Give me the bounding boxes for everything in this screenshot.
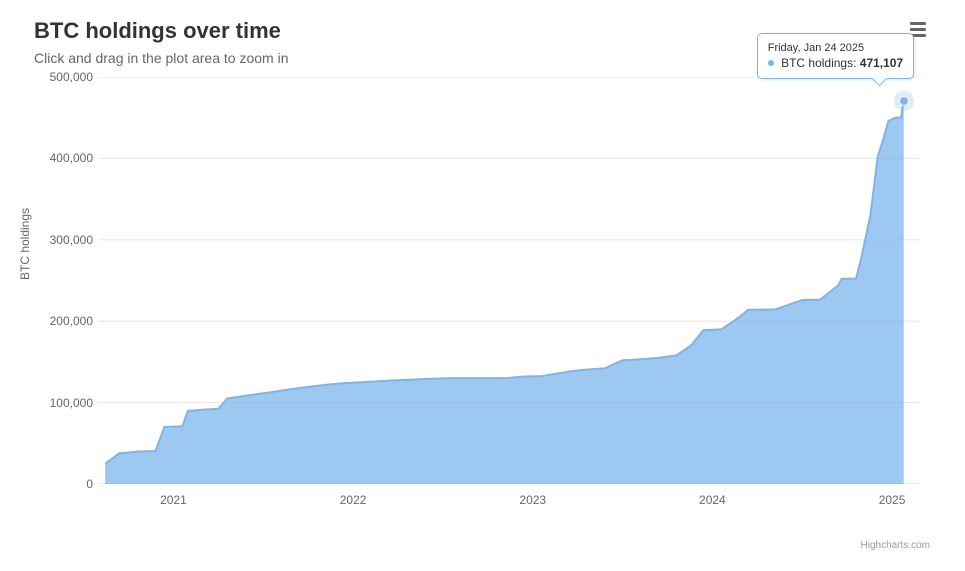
x-tick-label: 2021 (160, 493, 187, 507)
tooltip-series-dot (768, 60, 774, 66)
y-tick-label: 400,000 (33, 151, 93, 165)
tooltip-value: 471,107 (860, 56, 903, 70)
tooltip-series-label: BTC holdings: (781, 56, 856, 70)
x-tick-label: 2023 (519, 493, 546, 507)
hover-marker (899, 96, 909, 106)
chart-container: BTC holdings over time Click and drag in… (0, 0, 965, 571)
tooltip-date: Friday, Jan 24 2025 (768, 42, 903, 54)
y-tick-label: 100,000 (33, 396, 93, 410)
x-tick-label: 2025 (879, 493, 906, 507)
plot-area[interactable] (98, 77, 919, 484)
x-tick-label: 2024 (699, 493, 726, 507)
y-axis-title: BTC holdings (18, 208, 32, 280)
tooltip-row: BTC holdings: 471,107 (768, 56, 903, 70)
chart-credits[interactable]: Highcharts.com (861, 540, 930, 551)
y-tick-label: 0 (33, 477, 93, 491)
tooltip: Friday, Jan 24 2025 BTC holdings: 471,10… (757, 33, 914, 79)
hamburger-icon (910, 22, 926, 25)
y-tick-label: 500,000 (33, 70, 93, 84)
y-tick-label: 200,000 (33, 314, 93, 328)
x-tick-label: 2022 (340, 493, 367, 507)
y-tick-label: 300,000 (33, 233, 93, 247)
chart-title: BTC holdings over time (34, 18, 281, 44)
chart-subtitle: Click and drag in the plot area to zoom … (34, 50, 288, 66)
